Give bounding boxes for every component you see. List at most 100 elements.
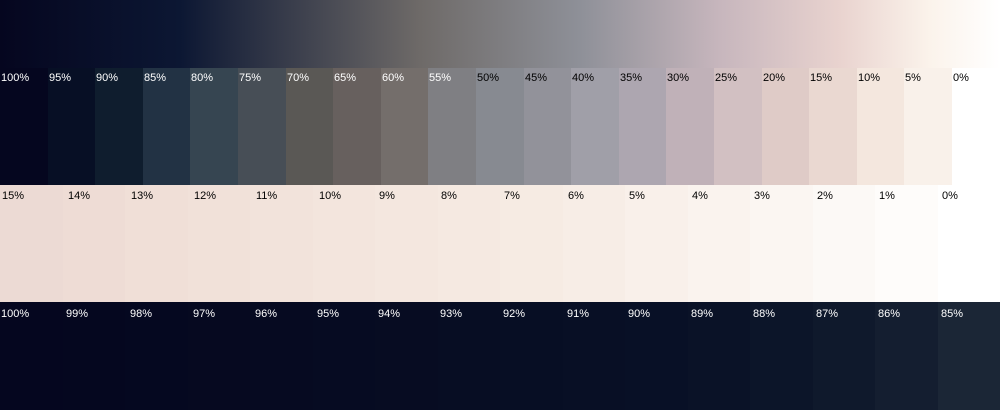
color-swatch: 90% — [625, 302, 689, 410]
color-swatch: 4% — [688, 185, 751, 302]
swatch-percent-label: 5% — [629, 190, 645, 202]
swatch-percent-label: 75% — [239, 72, 262, 84]
color-swatch: 70% — [286, 68, 334, 185]
color-swatch: 7% — [500, 185, 564, 302]
color-swatch: 50% — [476, 68, 525, 185]
color-swatch: 3% — [750, 185, 814, 302]
color-swatch: 99% — [63, 302, 126, 410]
color-swatch: 20% — [762, 68, 810, 185]
swatch-percent-label: 35% — [620, 72, 643, 84]
color-swatch: 1% — [875, 185, 939, 302]
swatch-percent-label: 11% — [256, 190, 278, 202]
color-swatch: 14% — [63, 185, 126, 302]
swatch-percent-label: 10% — [858, 72, 881, 84]
color-swatch: 12% — [188, 185, 251, 302]
swatch-percent-label: 45% — [525, 72, 548, 84]
swatch-percent-label: 90% — [96, 72, 119, 84]
swatch-percent-label: 99% — [66, 308, 89, 320]
swatch-percent-label: 100% — [1, 72, 30, 84]
swatch-percent-label: 5% — [905, 72, 921, 84]
color-swatch: 5% — [904, 68, 953, 185]
color-swatch: 95% — [48, 68, 96, 185]
color-swatch: 0% — [938, 185, 1000, 302]
swatch-percent-label: 55% — [429, 72, 452, 84]
swatch-percent-label: 85% — [941, 308, 964, 320]
color-swatch: 94% — [375, 302, 439, 410]
color-swatch: 75% — [238, 68, 287, 185]
swatch-percent-label: 85% — [144, 72, 167, 84]
color-swatch: 60% — [381, 68, 429, 185]
color-swatch: 93% — [438, 302, 501, 410]
swatch-percent-label: 7% — [504, 190, 520, 202]
color-swatch: 90% — [95, 68, 144, 185]
swatch-percent-label: 86% — [878, 308, 901, 320]
color-swatch: 6% — [563, 185, 626, 302]
swatch-percent-label: 8% — [441, 190, 457, 202]
color-swatch: 86% — [875, 302, 939, 410]
color-swatch: 0% — [952, 68, 1000, 185]
swatch-percent-label: 91% — [567, 308, 590, 320]
swatch-percent-label: 20% — [763, 72, 786, 84]
color-swatch: 15% — [0, 185, 64, 302]
swatch-percent-label: 94% — [378, 308, 401, 320]
swatch-percent-label: 98% — [130, 308, 153, 320]
swatch-percent-label: 30% — [667, 72, 690, 84]
color-swatch: 100% — [0, 68, 49, 185]
swatch-percent-label: 4% — [692, 190, 708, 202]
color-swatch: 85% — [143, 68, 191, 185]
swatch-percent-label: 87% — [816, 308, 839, 320]
swatch-percent-label: 13% — [131, 190, 154, 202]
swatch-percent-label: 1% — [879, 190, 895, 202]
swatch-percent-label: 93% — [440, 308, 463, 320]
swatch-percent-label: 90% — [628, 308, 651, 320]
color-swatch: 45% — [524, 68, 572, 185]
swatch-percent-label: 70% — [287, 72, 310, 84]
color-swatch: 10% — [857, 68, 905, 185]
swatch-percent-label: 12% — [194, 190, 217, 202]
color-swatch: 88% — [750, 302, 814, 410]
swatch-percent-label: 95% — [317, 308, 340, 320]
swatch-percent-label: 97% — [193, 308, 216, 320]
swatch-percent-label: 6% — [568, 190, 584, 202]
swatch-percent-label: 10% — [319, 190, 342, 202]
color-swatch: 40% — [571, 68, 620, 185]
color-swatch: 8% — [438, 185, 501, 302]
color-swatch: 35% — [619, 68, 667, 185]
swatch-percent-label: 60% — [382, 72, 405, 84]
swatch-percent-label: 0% — [942, 190, 958, 202]
swatch-percent-label: 95% — [49, 72, 72, 84]
color-swatch: 30% — [666, 68, 715, 185]
color-swatch: 65% — [333, 68, 382, 185]
color-swatch: 97% — [188, 302, 251, 410]
swatch-percent-label: 15% — [2, 190, 25, 202]
swatch-row-dark-shades: 100% 99% 98% 97% 96% 95% 94% 93% 92% 91% 90% 89% 88%… — [0, 302, 1000, 410]
swatch-percent-label: 40% — [572, 72, 595, 84]
color-swatch: 11% — [250, 185, 314, 302]
swatch-row-light-tints: 15% 14% 13% 12% 11% 10% 9% 8% 7% 6% 5% 4% 3% 2% 1% 0% — [0, 185, 1000, 302]
color-swatch: 91% — [563, 302, 626, 410]
color-swatch: 2% — [813, 185, 876, 302]
swatch-percent-label: 0% — [953, 72, 969, 84]
swatch-percent-label: 89% — [691, 308, 714, 320]
swatch-percent-label: 15% — [810, 72, 833, 84]
color-swatch: 13% — [125, 185, 189, 302]
swatch-percent-label: 3% — [754, 190, 770, 202]
color-swatch: 98% — [125, 302, 189, 410]
color-swatch: 15% — [809, 68, 858, 185]
color-swatch: 55% — [428, 68, 477, 185]
color-swatch: 95% — [313, 302, 376, 410]
swatch-percent-label: 25% — [715, 72, 738, 84]
swatch-percent-label: 2% — [817, 190, 833, 202]
color-swatch: 100% — [0, 302, 64, 410]
swatch-percent-label: 88% — [753, 308, 776, 320]
color-swatch: 10% — [313, 185, 376, 302]
color-swatch: 89% — [688, 302, 751, 410]
swatch-row-shades: 100% 95% 90% 85% 80% 75% 70% 65% 60% 55% 50% 45% 40%… — [0, 68, 1000, 185]
color-swatch: 25% — [714, 68, 763, 185]
color-swatch: 96% — [250, 302, 314, 410]
color-swatch: 87% — [813, 302, 876, 410]
swatch-percent-label: 9% — [379, 190, 395, 202]
swatch-percent-label: 100% — [1, 308, 30, 320]
swatch-percent-label: 92% — [503, 308, 526, 320]
color-swatch: 9% — [375, 185, 439, 302]
